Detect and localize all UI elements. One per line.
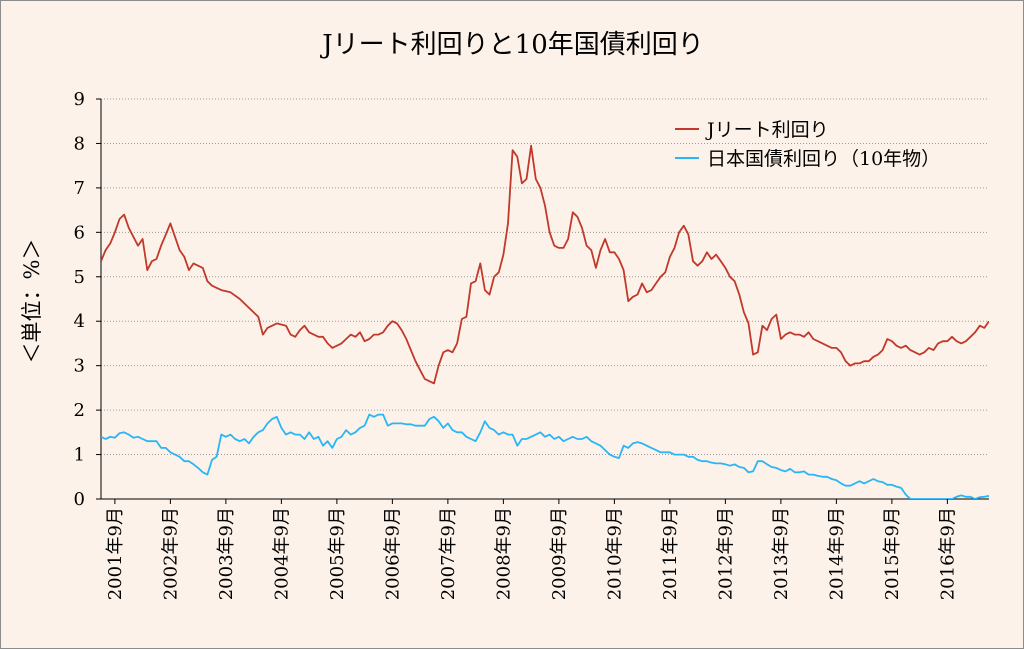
y-tick-label: 5 [74, 267, 85, 288]
x-tick-label: 2005年9月 [327, 507, 348, 600]
x-tick-label: 2002年9月 [160, 507, 181, 600]
x-tick-label: 2016年9月 [937, 507, 958, 600]
y-tick-labels: 0 1 2 3 4 5 6 7 8 9 [74, 89, 101, 510]
x-tick-label: 2006年9月 [382, 507, 403, 600]
x-tick-label: 2013年9月 [771, 507, 792, 600]
x-tick-label: 2014年9月 [826, 507, 847, 600]
y-tick-label: 7 [74, 178, 85, 199]
y-tick-label: 4 [74, 311, 85, 332]
x-tick-label: 2015年9月 [882, 507, 903, 600]
series-line-2 [101, 413, 989, 499]
x-tick-label: 2003年9月 [216, 507, 237, 600]
legend-label-1: Jリート利回り [705, 119, 829, 141]
legend-label-2: 日本国債利回り（10年物） [707, 148, 940, 170]
y-tick-label: 0 [74, 489, 85, 510]
y-tick-label: 9 [74, 89, 85, 110]
x-tick-label: 2007年9月 [438, 507, 459, 600]
grid-lines [101, 98, 989, 456]
y-tick-label: 1 [74, 445, 85, 466]
x-tick-label: 2009年9月 [549, 507, 570, 600]
y-axis-label: ＜単位：%＞ [20, 239, 44, 364]
axes [100, 99, 989, 500]
y-tick-label: 6 [74, 222, 85, 243]
y-tick-label: 3 [74, 356, 85, 377]
x-tick-label: 2010年9月 [604, 507, 625, 600]
x-tick-label: 2004年9月 [271, 507, 292, 600]
x-tick-label: 2001年9月 [105, 507, 126, 600]
x-tick-labels: 2001年9月 2002年9月 2003年9月 2004年9月 2005年9月 2006年… [105, 499, 958, 600]
x-tick-label: 2012年9月 [715, 507, 736, 600]
x-tick-label: 2008年9月 [493, 507, 514, 600]
y-tick-label: 2 [74, 400, 85, 421]
y-tick-label: 8 [74, 133, 85, 154]
chart-title: Jリート利回りと10年国債利回り [319, 30, 704, 60]
series-line-1 [101, 144, 989, 385]
series-lines [101, 144, 989, 499]
x-tick-label: 2011年9月 [660, 507, 681, 600]
